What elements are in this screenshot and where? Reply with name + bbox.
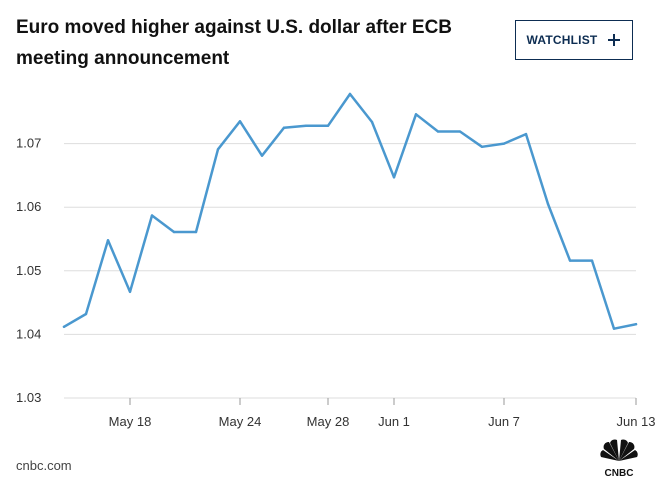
y-tick-label: 1.05 [16,263,41,278]
watchlist-button[interactable]: WATCHLIST [515,20,633,60]
y-tick-label: 1.06 [16,199,41,214]
data-point [590,259,594,262]
data-point [194,230,198,234]
data-point [612,327,616,330]
data-point [414,113,418,116]
data-point [304,124,308,127]
x-tick-label: May 28 [307,414,350,429]
data-point [392,176,396,179]
data-point [546,202,550,206]
data-point [260,154,264,157]
data-point [370,120,374,124]
data-point [62,325,66,328]
x-tick-label: Jun 1 [378,414,410,429]
x-tick-label: Jun 7 [488,414,520,429]
cnbc-peacock-logo: CNBC [600,439,638,479]
data-point [238,120,242,123]
plus-icon [608,34,621,46]
data-point [326,124,330,127]
y-axis-ticks: 1.03 1.04 1.05 1.06 1.07 [16,136,41,405]
series-line [62,92,638,330]
data-point [348,92,352,96]
x-tick-label: Jun 13 [616,414,655,429]
data-point [568,259,572,262]
data-point [458,130,462,133]
data-point [524,132,528,136]
source-label: cnbc.com [16,458,72,473]
data-point [634,323,638,326]
data-point [150,214,154,217]
data-point [282,126,286,129]
x-tick-label: May 24 [219,414,262,429]
x-tick-label: May 18 [109,414,152,429]
data-point [172,230,176,234]
y-tick-label: 1.03 [16,390,41,405]
data-point [480,145,484,148]
logo-text: CNBC [605,468,634,479]
x-axis-ticks: May 18 May 24 May 28 Jun 1 Jun 7 Jun 13 [109,398,656,429]
data-point [106,239,110,242]
data-point [84,312,88,316]
data-points [62,92,638,330]
data-point [436,130,440,133]
y-tick-label: 1.04 [16,326,41,341]
y-tick-label: 1.07 [16,136,41,151]
data-point [502,142,506,145]
watchlist-label: WATCHLIST [526,33,598,47]
data-point [128,290,132,293]
gridlines [64,143,636,399]
chart-title: Euro moved higher against U.S. dollar af… [16,17,453,69]
data-point [216,148,220,151]
